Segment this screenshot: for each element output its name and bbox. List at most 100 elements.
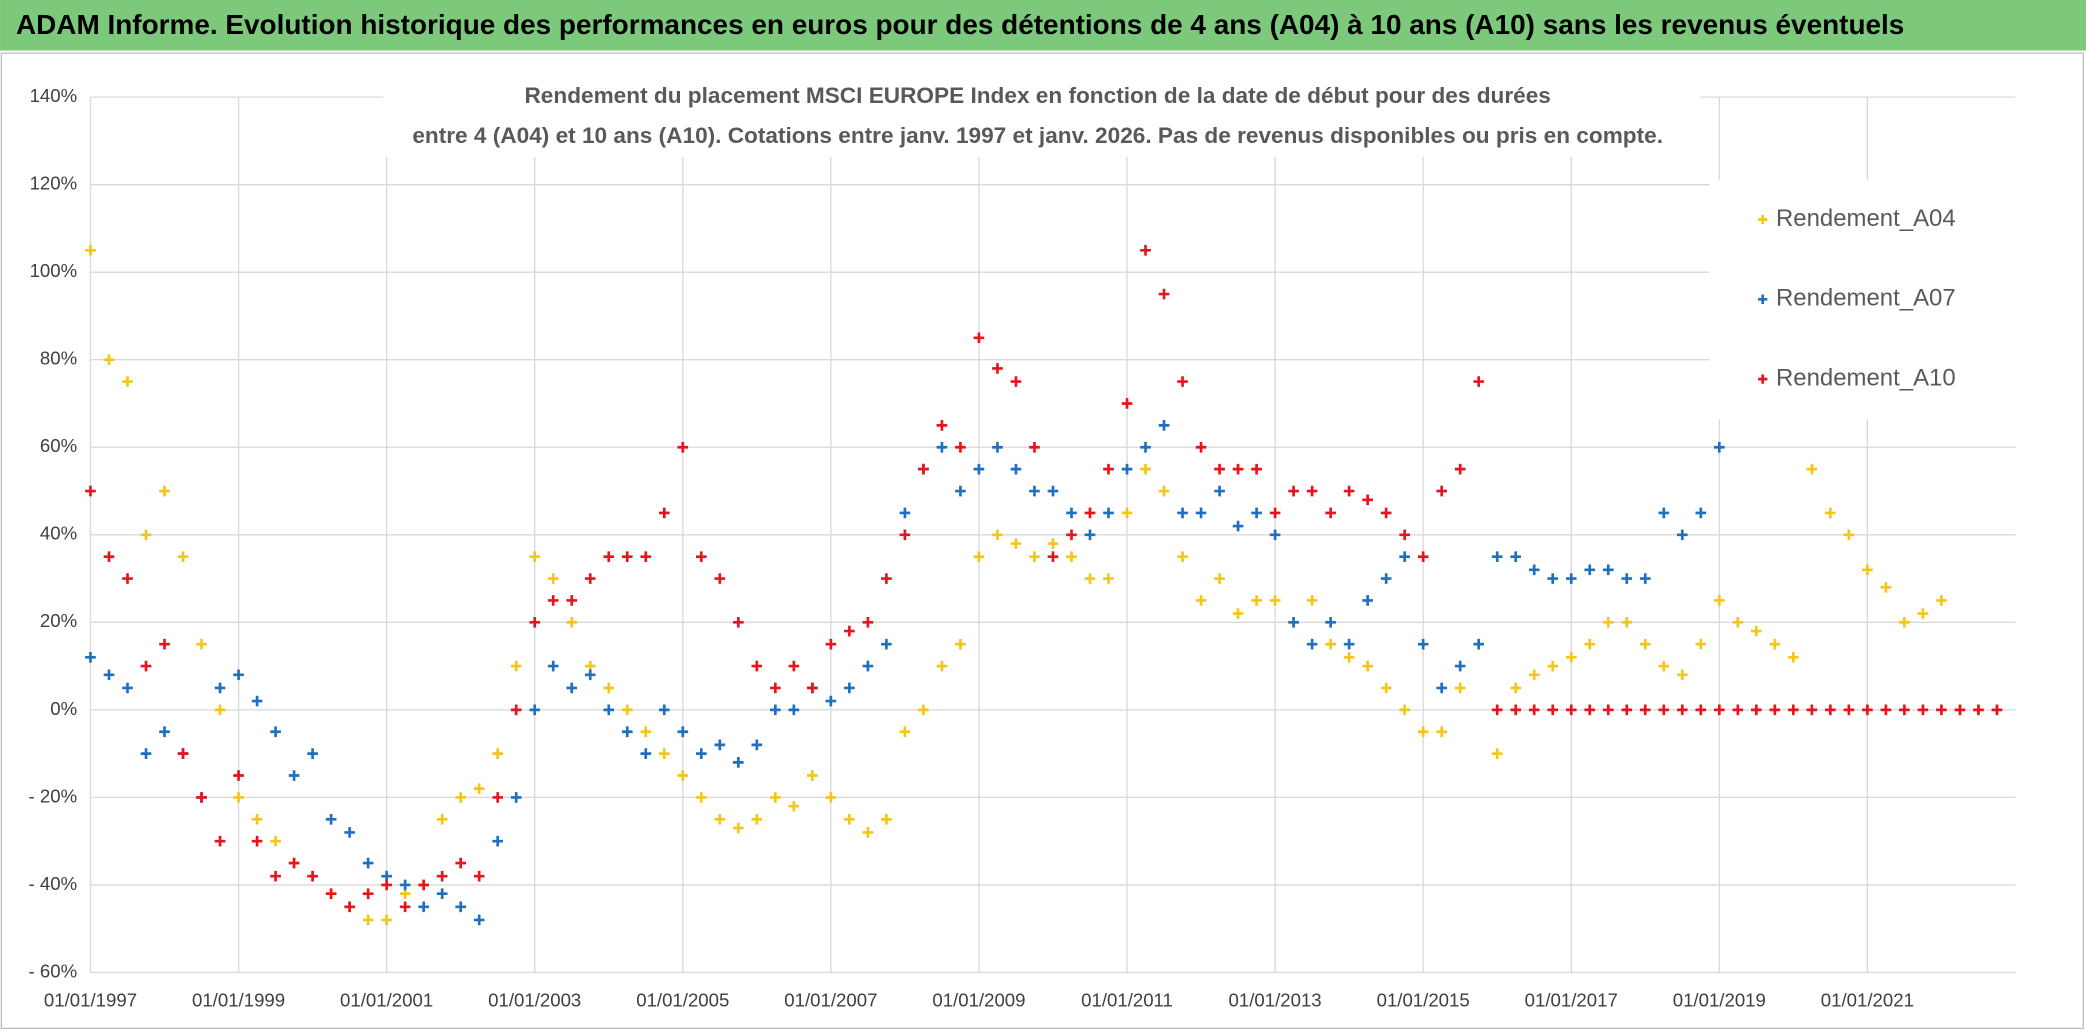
data-point [362, 888, 374, 900]
data-point [955, 441, 966, 453]
data-point [1676, 529, 1688, 541]
data-point [1843, 529, 1855, 541]
data-point [881, 638, 892, 650]
data-point [788, 800, 800, 812]
data-point [381, 914, 392, 926]
data-point [1103, 573, 1114, 584]
y-tick-label: 120% [30, 173, 78, 194]
legend-label: Rendement_A07 [1776, 285, 1956, 312]
data-point [1695, 704, 1707, 716]
data-point [251, 695, 263, 707]
data-point [1843, 704, 1855, 716]
data-point [1454, 682, 1466, 694]
data-point [214, 835, 226, 847]
data-point [1029, 441, 1040, 453]
data-point [1195, 595, 1207, 606]
data-point [788, 704, 800, 716]
data-point [1658, 507, 1670, 519]
data-point [473, 783, 485, 794]
data-point [436, 870, 448, 882]
data-point [325, 888, 337, 900]
data-point [973, 332, 985, 344]
data-point [1380, 507, 1392, 519]
data-point [1639, 638, 1651, 650]
y-tick-label: 80% [40, 348, 77, 369]
data-point [85, 652, 96, 663]
data-point [1547, 660, 1559, 672]
data-point [1917, 608, 1929, 619]
data-point [732, 617, 744, 628]
data-point [1010, 538, 1022, 549]
data-point [1362, 494, 1373, 506]
data-point [881, 573, 892, 584]
data-point [807, 682, 818, 694]
data-point [473, 914, 485, 926]
data-point [1047, 485, 1059, 497]
data-point [714, 573, 726, 584]
x-tick-label: 01/01/2021 [1821, 990, 1914, 1011]
data-point [1454, 463, 1466, 475]
data-point [1195, 507, 1207, 519]
data-point [159, 726, 170, 738]
data-point [1695, 507, 1707, 519]
data-point [1510, 704, 1522, 716]
data-point [1269, 529, 1281, 541]
data-point [603, 682, 615, 694]
data-point [418, 901, 429, 913]
data-point [362, 857, 374, 869]
data-point [1214, 573, 1225, 584]
data-point [918, 463, 929, 475]
data-point [196, 792, 207, 803]
data-point [899, 529, 911, 541]
y-tick-label: 140% [30, 85, 78, 106]
data-point [344, 901, 355, 913]
data-point [1639, 704, 1651, 716]
data-point [1565, 573, 1577, 584]
data-point [1214, 485, 1225, 497]
data-point [566, 595, 578, 606]
data-point [955, 485, 966, 497]
data-point [566, 617, 578, 628]
data-point [1066, 507, 1077, 519]
data-point [1010, 463, 1022, 475]
data-point [695, 551, 707, 562]
data-point [1066, 551, 1077, 562]
data-point [862, 827, 874, 838]
data-point [1825, 704, 1836, 716]
y-tick-label: 0% [50, 698, 77, 719]
legend-label: Rendement_A04 [1776, 205, 1956, 232]
data-point [566, 682, 578, 694]
data-point [1658, 660, 1670, 672]
data-point [714, 739, 726, 751]
data-point [1047, 538, 1059, 549]
data-point [825, 638, 837, 650]
data-point [1769, 704, 1781, 716]
data-point [992, 363, 1003, 374]
data-point [140, 529, 152, 541]
data-point [1973, 704, 1984, 716]
header-title: ADAM Informe. Evolution historique des p… [16, 9, 1904, 40]
data-point [251, 835, 263, 847]
data-point [1417, 726, 1429, 738]
data-point [1158, 485, 1170, 497]
data-point [1140, 463, 1151, 475]
data-point [362, 914, 374, 926]
data-point [1269, 595, 1281, 606]
data-point [918, 704, 929, 716]
data-point [1473, 376, 1485, 387]
data-point [103, 669, 115, 681]
x-tick-label: 01/01/2017 [1525, 990, 1618, 1011]
data-point [1084, 573, 1096, 584]
data-point [418, 879, 429, 891]
data-point [1621, 617, 1633, 628]
data-point [288, 770, 300, 781]
data-point [751, 813, 763, 825]
data-point [770, 682, 781, 694]
data-point [122, 573, 133, 584]
data-point [1343, 485, 1355, 497]
data-point [1695, 638, 1707, 650]
data-point [1029, 551, 1040, 562]
data-point [844, 813, 855, 825]
data-point [1103, 463, 1114, 475]
data-point [1936, 704, 1947, 716]
